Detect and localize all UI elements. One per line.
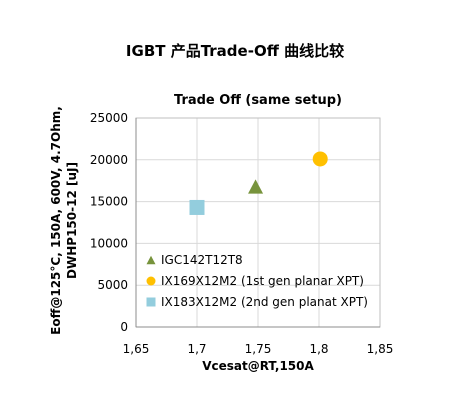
x-axis-title: Vcesat@RT,150A bbox=[202, 359, 314, 373]
y-tick-label: 25000 bbox=[90, 111, 128, 125]
y-axis-title: DWHP150-12 [uJ] bbox=[65, 162, 79, 279]
legend-label: IX169X12M2 (1st gen planar XPT) bbox=[161, 274, 364, 288]
x-tick-label: 1,7 bbox=[187, 342, 206, 356]
y-tick-label: 0 bbox=[120, 320, 128, 334]
y-axis-title: Eoff@125°C, 150A, 600V, 4.7Ohm, bbox=[49, 106, 63, 335]
y-tick-label: 5000 bbox=[97, 278, 128, 292]
x-tick-label: 1,65 bbox=[123, 342, 150, 356]
legend-marker bbox=[146, 255, 156, 265]
legend-label: IGC142T12T8 bbox=[161, 253, 243, 267]
legend-marker bbox=[146, 276, 156, 286]
data-point bbox=[189, 199, 205, 215]
data-point bbox=[248, 179, 264, 194]
y-tick-label: 20000 bbox=[90, 153, 128, 167]
x-tick-label: 1,8 bbox=[309, 342, 328, 356]
x-tick-label: 1,85 bbox=[367, 342, 394, 356]
data-point bbox=[312, 151, 328, 167]
y-tick-label: 15000 bbox=[90, 195, 128, 209]
legend-marker bbox=[146, 297, 156, 307]
page-title: IGBT 产品Trade-Off 曲线比较 bbox=[125, 42, 345, 60]
legend-label: IX183X12M2 (2nd gen planat XPT) bbox=[161, 295, 368, 309]
chart-title: Trade Off (same setup) bbox=[174, 93, 342, 108]
x-tick-label: 1,75 bbox=[245, 342, 272, 356]
y-tick-label: 10000 bbox=[90, 236, 128, 250]
